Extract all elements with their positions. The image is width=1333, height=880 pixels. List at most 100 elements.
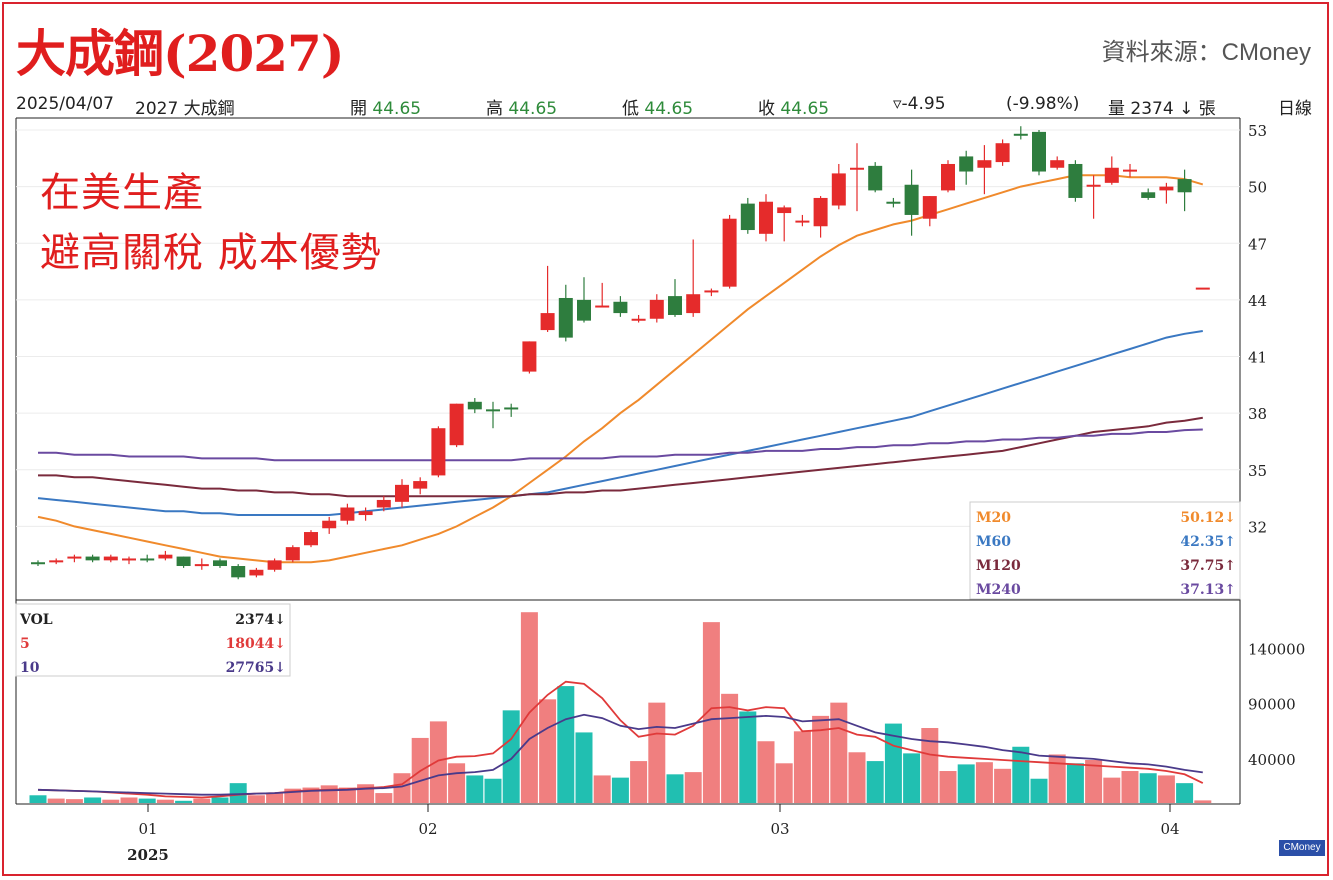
- volume-bar: [429, 721, 447, 803]
- data-source: 資料來源：CMoney: [1101, 39, 1311, 66]
- candle-body: [1123, 169, 1137, 172]
- candle-body: [995, 143, 1010, 163]
- volume-bar: [557, 686, 575, 803]
- volume-bar: [1012, 746, 1030, 803]
- ma-line-m240: [38, 428, 1203, 462]
- candle-body: [1159, 186, 1174, 191]
- candle-body: [304, 532, 318, 546]
- volume-bar: [266, 793, 284, 803]
- volume-bar: [921, 728, 939, 803]
- volume-bar: [211, 797, 229, 803]
- volume-tick-label: 90000: [1248, 696, 1296, 714]
- x-tick-label: 02: [418, 820, 437, 838]
- volume-bar: [1139, 773, 1157, 803]
- volume-bar: [520, 612, 538, 803]
- candle-body: [467, 401, 482, 410]
- ma-legend-value: 42.35↑: [1180, 534, 1236, 550]
- volume-legend-value: 18044↓: [226, 636, 286, 652]
- candle-body: [649, 299, 664, 319]
- volume-bar: [229, 783, 247, 803]
- candle-body: [522, 341, 537, 372]
- volume-legend-label: 10: [20, 660, 40, 676]
- volume-bar: [84, 797, 102, 803]
- candle-body: [267, 560, 282, 570]
- info-change-pct: (-9.98%): [1006, 94, 1080, 114]
- volume-tick-label: 140000: [1248, 641, 1305, 659]
- candle-body: [85, 556, 100, 561]
- price-tick-label: 38: [1248, 405, 1267, 423]
- candle-body: [49, 560, 64, 563]
- candle-body: [1032, 131, 1046, 172]
- volume-bar: [29, 795, 47, 803]
- volume-tick-label: 40000: [1248, 751, 1296, 769]
- volume-bar: [775, 763, 793, 803]
- price-tick-label: 32: [1248, 518, 1267, 536]
- info-close: 收 44.65: [758, 99, 830, 119]
- candle-body: [1086, 184, 1101, 187]
- volume-bar: [975, 762, 993, 803]
- x-tick-label: 04: [1160, 820, 1179, 838]
- price-tick-label: 44: [1248, 292, 1267, 310]
- candle-body: [103, 556, 118, 561]
- ma-legend-label: M20: [976, 510, 1011, 526]
- candle-body: [213, 560, 227, 567]
- info-high: 高 44.65: [486, 99, 558, 119]
- volume-bar: [448, 763, 466, 803]
- volume-bar: [193, 798, 211, 803]
- candle-body: [831, 173, 846, 206]
- candle-body: [959, 156, 974, 172]
- volume-bar: [120, 797, 138, 803]
- candle-body: [486, 409, 500, 412]
- candle-body: [340, 507, 355, 521]
- volume-bar: [247, 795, 265, 803]
- ma-legend-value: 37.75↑: [1180, 558, 1236, 574]
- candle-body: [431, 428, 446, 476]
- volume-legend-value: 2374↓: [235, 612, 286, 628]
- candle-body: [795, 220, 810, 223]
- price-tick-label: 53: [1248, 122, 1267, 140]
- candle-body: [158, 554, 173, 559]
- candle-body: [322, 520, 337, 529]
- info-low: 低 44.65: [622, 99, 694, 119]
- volume-bar: [484, 778, 502, 803]
- ma-line-m60: [37, 330, 1203, 516]
- candle-body: [122, 558, 136, 561]
- volume-bar: [1157, 775, 1175, 803]
- info-period: 日線: [1278, 99, 1312, 119]
- candle-body: [631, 318, 646, 321]
- x-year-label: 2025: [127, 846, 169, 864]
- volume-legend-label: VOL: [19, 612, 53, 628]
- candle-body: [504, 407, 519, 410]
- volume-legend-label: 5: [20, 636, 30, 652]
- price-tick-label: 35: [1248, 462, 1267, 480]
- volume-bar: [866, 761, 884, 803]
- volume-bar: [994, 768, 1012, 803]
- volume-bar: [539, 699, 557, 803]
- volume-bar: [65, 799, 83, 803]
- candle-body: [31, 562, 45, 565]
- candle-body: [558, 297, 573, 338]
- candle-body: [722, 218, 737, 287]
- ma-legend-label: M60: [976, 534, 1011, 550]
- volume-legend-value: 27765↓: [226, 660, 286, 676]
- volume-bar: [593, 775, 611, 803]
- volume-bar: [1103, 777, 1121, 803]
- cmoney-logo: CMoney: [1279, 840, 1325, 856]
- candle-body: [922, 196, 937, 219]
- volume-bar: [47, 798, 65, 803]
- volume-bar: [502, 710, 520, 803]
- candle-body: [595, 305, 610, 308]
- volume-bar: [830, 702, 848, 803]
- ma-legend-box: [969, 501, 1241, 600]
- headline-line2: 避高關稅 成本優勢: [40, 230, 382, 276]
- candle-body: [941, 163, 955, 191]
- candle-body: [886, 201, 901, 204]
- volume-bar: [684, 772, 702, 803]
- info-stock: 2027 大成鋼: [135, 99, 235, 119]
- volume-bar: [648, 702, 666, 803]
- candle-body: [1013, 133, 1028, 136]
- candle-body: [176, 556, 191, 567]
- volume-bar: [812, 715, 830, 803]
